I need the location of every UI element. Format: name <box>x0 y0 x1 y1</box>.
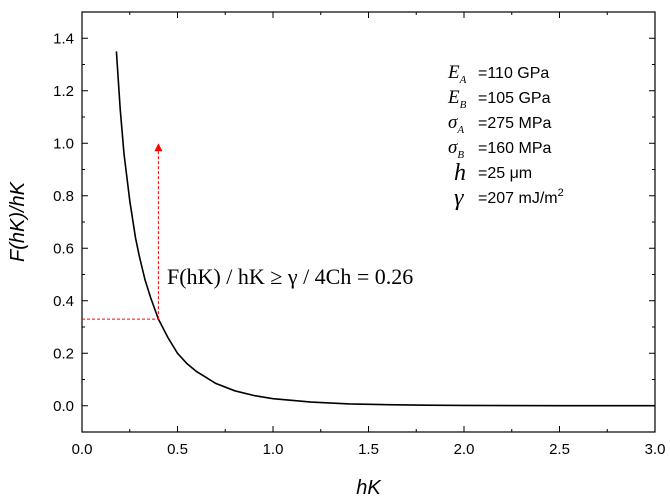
legend: EA =110 GPa EB =105 GPa σA =275 MPa σB =160 MPa… <box>447 62 564 211</box>
y-tick-label: 0.4 <box>53 293 74 310</box>
y-tick-label: 0.8 <box>53 188 74 205</box>
x-tick-label: 2.5 <box>549 441 570 458</box>
arrow-head <box>154 143 163 152</box>
annotation-group: F(hK) / hK ≥ γ / 4Ch = 0.26 <box>82 143 413 320</box>
series-line <box>115 51 655 407</box>
x-tick-label: 2.0 <box>454 441 475 458</box>
legend-value: =160 MPa <box>478 140 551 157</box>
x-tick-label: 3.0 <box>645 441 666 458</box>
legend-value: =25 μm <box>478 165 532 182</box>
y-tick-label: 0.6 <box>53 240 74 257</box>
legend-symbol: σA <box>448 112 464 136</box>
y-tick-label: 1.2 <box>53 83 74 100</box>
plot-border <box>81 11 656 433</box>
legend-value: =105 GPa <box>478 90 551 107</box>
y-axis: 0.0 0.2 0.4 0.6 0.8 1.0 1.2 1.4 <box>53 11 655 433</box>
x-tick-label: 0.0 <box>72 441 93 458</box>
y-tick-label: 1.0 <box>53 135 74 152</box>
legend-value: =110 GPa <box>478 65 549 82</box>
x-tick-label: 1.0 <box>263 441 284 458</box>
plot-frame <box>81 11 656 433</box>
y-tick-label: 0.2 <box>53 345 74 362</box>
y-tick-label: 0.0 <box>53 398 74 415</box>
x-axis-title: hK <box>356 477 382 499</box>
y-axis-title: F(hK)/hK <box>7 180 29 262</box>
x-tick-label: 1.5 <box>358 441 379 458</box>
legend-symbol: EA <box>447 62 467 86</box>
legend-symbol: σB <box>448 137 464 161</box>
legend-symbol: EB <box>447 87 467 111</box>
series-group <box>115 51 655 407</box>
legend-value: =207 mJ/m2 <box>478 187 564 207</box>
legend-value: =275 MPa <box>478 115 551 132</box>
legend-symbol: γ <box>454 185 464 211</box>
x-tick-label: 0.5 <box>167 441 188 458</box>
x-axis: 0.0 0.5 1.0 1.5 2.0 2.5 3.0 <box>72 12 666 458</box>
y-tick-label: 1.4 <box>53 30 74 47</box>
annotation-text: F(hK) / hK ≥ γ / 4Ch = 0.26 <box>167 264 413 289</box>
legend-symbol: h <box>454 160 466 186</box>
